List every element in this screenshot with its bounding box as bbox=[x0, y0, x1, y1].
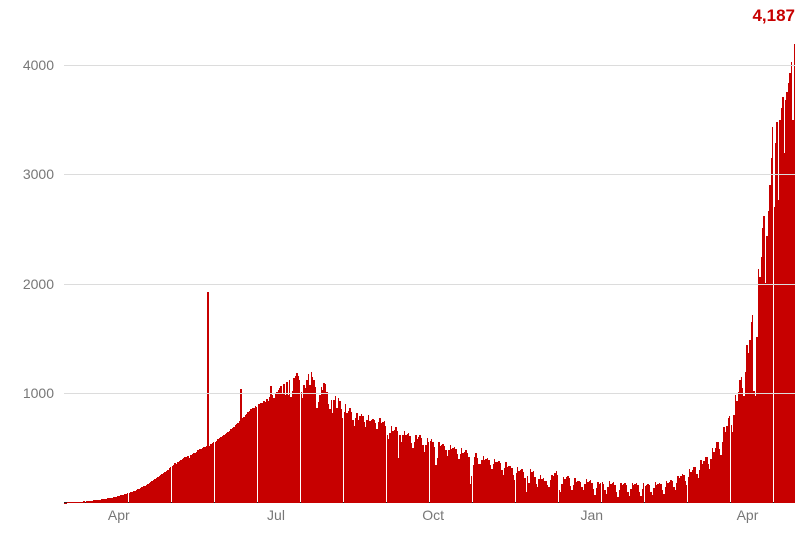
x-tick-label: Oct bbox=[422, 507, 444, 523]
plot-area bbox=[64, 32, 795, 503]
bar bbox=[794, 44, 795, 503]
gridline bbox=[64, 393, 795, 394]
x-tick-label: Jan bbox=[580, 507, 603, 523]
x-tick-label: Apr bbox=[108, 507, 130, 523]
gridline bbox=[64, 65, 795, 66]
gridline bbox=[64, 174, 795, 175]
y-tick-label: 2000 bbox=[0, 276, 54, 292]
chart-container: 1000 2000 3000 4000 Apr Jul Oct Jan Apr 4,187 bbox=[0, 0, 800, 543]
y-tick-label: 4000 bbox=[0, 57, 54, 73]
x-tick-label: Jul bbox=[267, 507, 285, 523]
y-tick-label: 1000 bbox=[0, 385, 54, 401]
y-tick-label: 3000 bbox=[0, 166, 54, 182]
x-tick-label: Apr bbox=[737, 507, 759, 523]
gridline bbox=[64, 284, 795, 285]
peak-value-label: 4,187 bbox=[752, 6, 795, 26]
